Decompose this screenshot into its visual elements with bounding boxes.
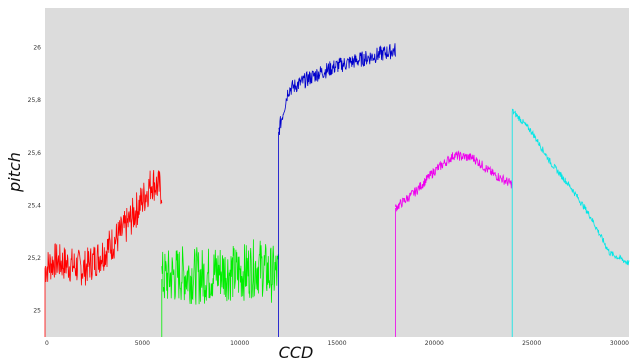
x-tick-label: 5000 <box>135 340 150 347</box>
y-tick-label: 25 <box>33 308 41 315</box>
y-tick-label: 25,4 <box>28 202 42 209</box>
y-tick-label: 26 <box>33 44 41 51</box>
series-line-2 <box>161 239 279 305</box>
x-axis-title: CCD <box>279 343 314 361</box>
series-line-4 <box>395 150 513 212</box>
series-line-1 <box>44 170 163 286</box>
x-tick-label: 30000 <box>610 340 629 347</box>
series-layer <box>44 43 630 337</box>
series-line-3 <box>278 43 396 136</box>
plot-background <box>45 8 629 337</box>
series-line-5 <box>511 108 630 266</box>
y-tick-label: 25,2 <box>28 255 42 262</box>
x-tick-label: 20000 <box>425 340 444 347</box>
x-tick-label: 15000 <box>327 340 346 347</box>
x-tick-label: 0 <box>45 340 49 347</box>
y-tick-label: 25,6 <box>28 150 42 157</box>
tick-layer: 0 5000 10000 15000 20000 25000 30000 25 25,2 25,4… <box>28 44 630 347</box>
x-tick-label: 10000 <box>230 340 249 347</box>
y-axis-title: pitch <box>5 152 24 193</box>
y-tick-label: 25,8 <box>28 97 42 104</box>
x-tick-label: 25000 <box>522 340 541 347</box>
